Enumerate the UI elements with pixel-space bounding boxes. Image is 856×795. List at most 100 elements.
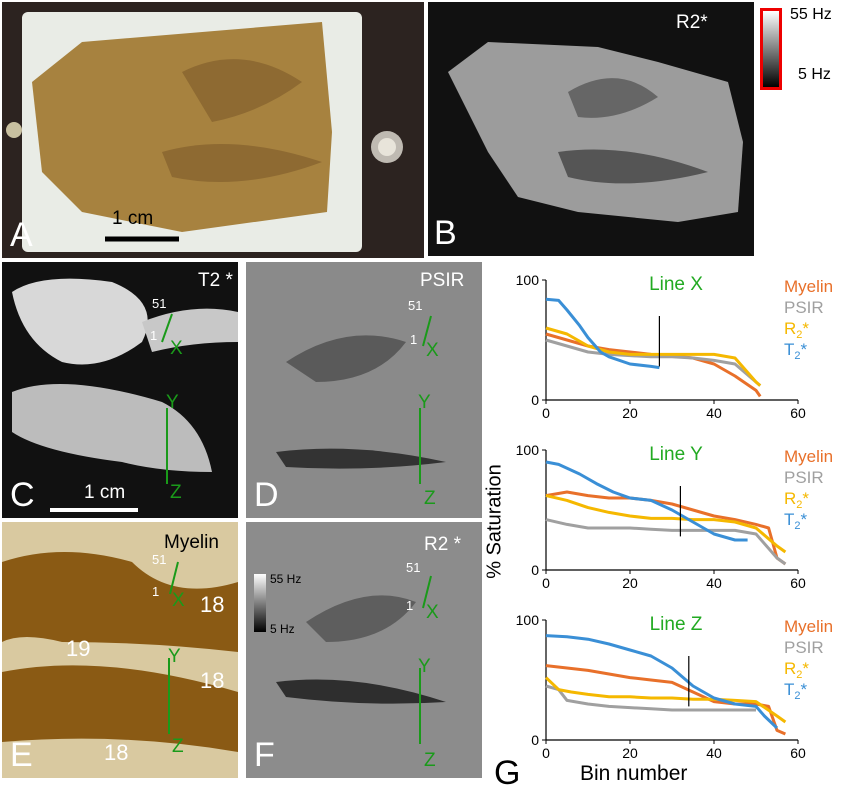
line-z-label: Z [424,488,436,509]
colorbar-b [760,8,782,90]
panel-label-e: E [10,736,33,774]
psir-map [276,315,446,484]
legend-item: T2* [784,510,808,532]
y-tick-label: 100 [516,272,540,288]
line-top-number: 51 [152,296,167,311]
chart-title: Line Y [649,444,703,465]
series-line-myelin [545,490,787,566]
colorbar-min-label: 5 Hz [798,66,831,83]
x-tick-label: 20 [622,745,638,761]
legend-item: PSIR [784,468,824,487]
y-tick-label: 0 [531,562,539,578]
series-line-psir [545,518,787,566]
panel-d: PSIR 51 1 X Y Z D [246,262,482,518]
r2star-map [448,42,743,222]
legend-item: PSIR [784,298,824,317]
series-line-r2-star [544,676,787,724]
line-top-number: 51 [408,298,423,313]
legend-item: R2* [784,489,809,511]
x-tick-label: 60 [790,575,806,591]
modality-label-c: T2 * [198,270,233,291]
line-x-label: X [426,340,439,361]
panel-a: 1 cm A [2,2,424,258]
colorbar-max-label: 55 Hz [270,572,302,586]
colorbar-min-label: 5 Hz [270,622,295,636]
panel-label-d: D [254,476,279,514]
x-axis-title: Bin number [580,762,688,785]
legend-item: Myelin [784,277,833,296]
legend-item: R2* [784,659,809,681]
panel-label-c: C [10,476,35,514]
series-line-t2-star [545,460,748,542]
y-tick-label: 0 [531,732,539,748]
legend-item: PSIR [784,638,824,657]
series-line-t2-star [545,297,660,370]
myelin-stain [2,552,238,752]
legend-item: T2* [784,340,808,362]
colorbar-max-label: 55 Hz [790,6,832,23]
panel-label-b: B [434,214,457,252]
legend-item: T2* [784,680,808,702]
series-line-myelin [545,664,786,736]
area-label: 19 [66,636,91,661]
line-bottom-number: 1 [150,328,158,343]
modality-label-f: R2 * [424,534,461,555]
x-tick-label: 40 [706,745,722,761]
modality-label-b: R2* [676,12,708,33]
tissue-photo [6,12,403,252]
y-tick-label: 100 [516,442,540,458]
line-top-number: 51 [406,560,421,575]
series-line-r2-star [545,494,787,554]
line-z-label: Z [172,736,184,757]
x-tick-label: 0 [542,575,550,591]
legend-item: R2* [784,319,809,341]
r2star-map-f [254,574,446,744]
y-tick-label: 0 [531,392,539,408]
y-tick-label: 100 [516,612,540,628]
line-x-label: X [172,590,185,611]
y-axis-title: % Saturation [483,464,506,579]
legend-item: Myelin [784,447,833,466]
line-x-label: X [170,338,183,359]
x-tick-label: 40 [706,405,722,421]
x-tick-label: 20 [622,575,638,591]
area-label: 18 [200,592,225,617]
x-tick-label: 0 [542,405,550,421]
line-y-label: Y [418,656,431,677]
t2star-map [12,278,238,512]
panel-label-g: G [494,754,521,792]
scale-bar-label: 1 cm [112,208,154,229]
area-label: 18 [104,740,129,765]
line-z-label: Z [170,482,182,503]
line-bottom-number: 1 [410,332,418,347]
panel-c: T2 * 51 1 X Y Z 1 cm C [2,262,238,518]
chart-title: Line Z [650,614,703,635]
modality-label-e: Myelin [164,532,219,553]
x-tick-label: 0 [542,745,550,761]
line-z-label: Z [424,750,436,771]
x-tick-label: 20 [622,405,638,421]
x-tick-label: 40 [706,575,722,591]
modality-label-d: PSIR [420,270,465,291]
line-bottom-number: 1 [406,598,414,613]
series-line-psir [545,338,762,387]
area-label: 18 [200,668,225,693]
series-line-t2-star [545,634,779,730]
panel-label-a: A [10,216,33,254]
line-y-label: Y [418,392,431,413]
panel-e: Myelin 51 1 X Y Z 18 19 18 18 E [2,522,238,778]
line-x-label: X [426,602,439,623]
x-tick-label: 60 [790,405,806,421]
panel-f: R2 * 55 Hz 5 Hz 51 1 X Y Z F [246,522,482,778]
line-y-label: Y [168,646,181,667]
line-bottom-number: 1 [152,584,160,599]
chart-title: Line X [649,274,703,295]
line-y-label: Y [166,392,179,413]
line-top-number: 51 [152,552,167,567]
series-line-r2-star [545,326,762,387]
x-tick-label: 60 [790,745,806,761]
series-line-psir [545,684,756,712]
panel-b: R2* B [428,2,754,256]
panel-label-f: F [254,736,275,774]
